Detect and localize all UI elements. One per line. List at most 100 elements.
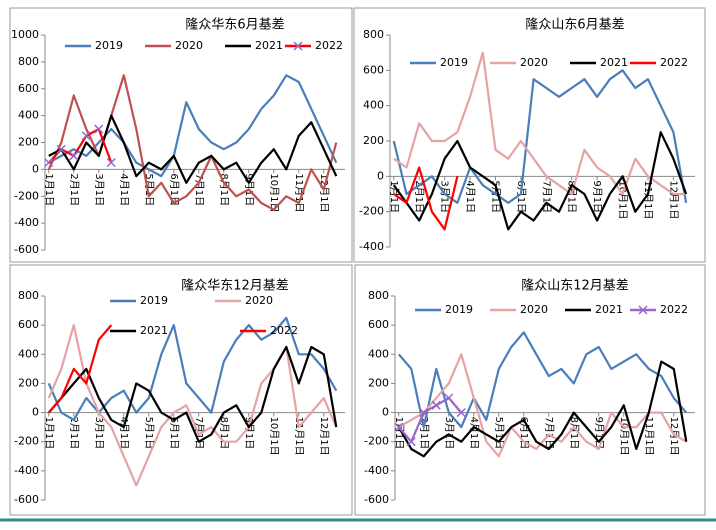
series-line [48,114,338,184]
y-tick-label: -400 [14,216,39,229]
x-tick-label: 8月1日 [218,173,230,206]
y-tick-label: 0 [382,406,389,419]
x-tick-label: 12月1日 [667,180,679,219]
x-tick-label: 7月1日 [193,173,205,206]
series-marker [106,158,116,168]
legend-label: 2021 [595,303,623,316]
y-tick-label: 800 [18,289,39,302]
y-tick-label: 600 [363,63,384,76]
chart-title: 隆众华东12月基差 [181,279,289,294]
series-marker [81,131,91,141]
x-tick-label: 6月1日 [515,180,527,213]
x-tick-label: 4月1日 [468,417,480,450]
y-tick-label: 600 [18,318,39,331]
y-tick-label: 400 [18,109,39,122]
x-tick-label: 8月1日 [568,417,580,450]
x-tick-label: 5月1日 [143,417,155,450]
x-tick-label: 12月1日 [318,173,330,212]
legend-label: 2019 [95,39,123,52]
series-marker [94,124,104,134]
y-tick-label: 400 [18,347,39,360]
y-tick-label: 0 [32,406,39,419]
legend-label: 2020 [175,39,203,52]
x-tick-label: 5月1日 [489,180,501,213]
y-tick-label: -400 [14,464,39,477]
series-marker [419,408,429,418]
x-tick-label: 1月1日 [43,417,55,450]
legend-label: 2021 [140,324,168,337]
legend-label: 2020 [520,56,548,69]
series-line [392,69,688,204]
x-tick-label: 11月1日 [293,173,305,212]
x-tick-label: 3月1日 [443,417,455,450]
x-tick-label: 11月1日 [293,417,305,456]
x-tick-label: 1月1日 [43,173,55,206]
legend-label: 2022 [660,303,688,316]
series-marker [431,400,441,410]
series-marker [56,144,66,154]
chart-title: 隆众华东6月基差 [185,18,284,33]
x-tick-label: 10月1日 [268,417,280,456]
legend-label: 2019 [440,56,468,69]
y-tick-label: -600 [364,493,389,506]
series-line [397,331,688,429]
y-tick-label: -200 [359,205,384,218]
series-line [47,324,338,487]
y-tick-label: 800 [18,55,39,68]
series-line [47,324,113,414]
y-tick-label: 200 [368,376,389,389]
x-tick-label: 2月1日 [68,173,80,206]
y-tick-label: 0 [377,169,384,182]
panel-border [9,7,353,263]
x-tick-label: 7月1日 [543,417,555,450]
legend-label: 2020 [520,303,548,316]
series-marker [406,437,416,447]
y-tick-label: -600 [14,243,39,256]
y-tick-label: -400 [359,240,384,253]
y-tick-label: 200 [18,136,39,149]
x-tick-label: 11月1日 [643,417,655,456]
legend-label: 2021 [255,39,283,52]
legend-label: 2022 [270,324,298,337]
series-marker [444,393,454,403]
x-tick-label: 12月1日 [668,417,680,456]
y-tick-label: 800 [368,289,389,302]
legend-label: 2022 [315,39,343,52]
y-tick-label: -200 [364,435,389,448]
y-tick-label: 0 [32,162,39,175]
x-tick-label: 4月1日 [118,173,130,206]
x-tick-label: 3月1日 [93,173,105,206]
series-line [398,353,687,458]
x-tick-label: 11月1日 [642,180,654,219]
y-tick-label: 1000 [11,28,39,41]
series-line [47,74,338,211]
x-tick-label: 2月1日 [418,417,430,450]
y-tick-label: 600 [368,318,389,331]
y-tick-label: 200 [18,376,39,389]
panel-border [354,264,706,516]
series-line [48,74,338,178]
y-tick-label: 600 [18,82,39,95]
x-tick-label: 3月1日 [93,417,105,450]
series-marker [456,408,466,418]
chart-title: 隆众山东6月基差 [525,18,624,33]
legend-label: 2020 [245,294,273,307]
x-tick-label: 9月1日 [591,180,603,213]
series-line [392,131,688,231]
x-tick-label: 2月1日 [68,417,80,450]
chart-title: 隆众山东12月基差 [521,279,629,294]
series-marker [44,158,54,168]
series-line [47,345,338,443]
series-line [393,51,687,196]
y-tick-label: 800 [363,28,384,41]
legend-marker [638,305,648,315]
legend-marker [293,41,303,51]
series-marker [394,422,404,432]
legend-label: 2021 [600,56,628,69]
y-tick-label: -400 [364,464,389,477]
x-tick-label: 9月1日 [593,417,605,450]
panel-border [9,264,353,516]
x-tick-label: 12月1日 [318,417,330,456]
x-tick-label: 6月1日 [168,417,180,450]
